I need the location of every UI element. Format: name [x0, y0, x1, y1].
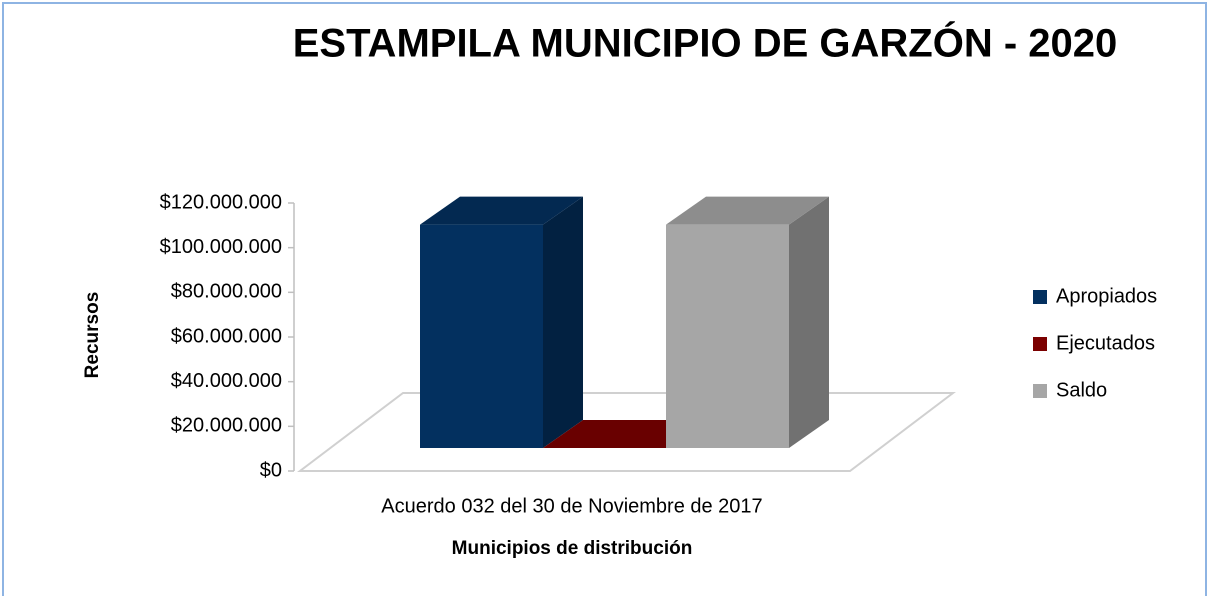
- y-tick-label: $80.000.000: [171, 281, 282, 303]
- bar-front: [420, 224, 543, 448]
- chart-title: ESTAMPILA MUNICIPIO DE GARZÓN - 2020: [293, 20, 1118, 66]
- y-tick-label: $0: [260, 459, 282, 481]
- legend-swatch: [1033, 384, 1047, 398]
- bar-side: [543, 196, 583, 448]
- bar-top: [666, 196, 829, 225]
- y-tick-label: $20.000.000: [171, 415, 282, 437]
- bar: [666, 196, 829, 448]
- bar-top: [420, 196, 583, 225]
- legend-swatch: [1033, 337, 1047, 351]
- y-tick-label: $120.000.000: [160, 191, 282, 213]
- y-tick-label: $100.000.000: [160, 236, 282, 258]
- legend-label: Saldo: [1056, 379, 1107, 401]
- bar: [420, 196, 583, 448]
- x-tick-label: Acuerdo 032 del 30 de Noviembre de 2017: [381, 495, 762, 517]
- bar: [543, 420, 706, 448]
- y-tick-label: $60.000.000: [171, 325, 282, 347]
- bar-top: [543, 420, 706, 448]
- legend-swatch: [1033, 290, 1047, 304]
- x-axis-label: Municipios de distribución: [452, 538, 693, 559]
- bar-front: [666, 224, 789, 448]
- y-axis-label: Recursos: [82, 292, 103, 379]
- legend-label: Ejecutados: [1056, 332, 1155, 354]
- legend-label: Apropiados: [1056, 285, 1157, 307]
- bar-side: [789, 196, 829, 448]
- y-tick-label: $40.000.000: [171, 370, 282, 392]
